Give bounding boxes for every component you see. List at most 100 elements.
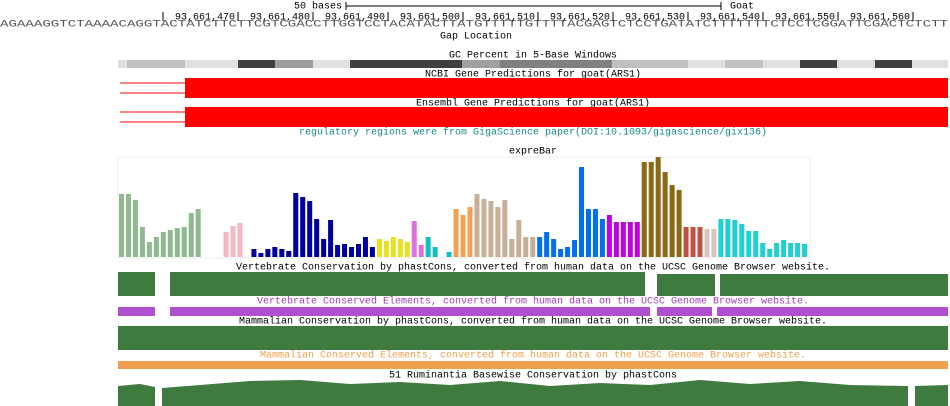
- gc-segment: [800, 60, 837, 68]
- expre-bar: [335, 245, 341, 257]
- ruler-label: 93,661,500: [400, 13, 460, 24]
- expre-bar: [572, 240, 578, 257]
- gc-segment: [500, 60, 612, 68]
- expre-bar: [732, 220, 738, 257]
- expre-bar: [481, 199, 487, 257]
- gene-track: [120, 78, 948, 98]
- expre-bar: [432, 247, 438, 257]
- expre-bar: [544, 232, 550, 257]
- exon: [185, 88, 948, 98]
- expre-bar: [342, 244, 348, 257]
- ruler-label: 93,661,480: [250, 13, 310, 24]
- gc-segment: [127, 60, 185, 68]
- expre-bar: [516, 220, 522, 257]
- expre-bar: [648, 162, 654, 257]
- ruler-label: 93,661,490: [325, 13, 385, 24]
- expre-bar: [474, 194, 480, 257]
- expre-bar: [565, 247, 571, 257]
- ruler-label: 93,661,540: [700, 13, 760, 24]
- expre-bar: [390, 237, 396, 257]
- expre-bar: [411, 221, 417, 257]
- expre-bar: [139, 227, 145, 257]
- track-title: expreBar: [509, 147, 557, 158]
- expre-bar: [739, 224, 745, 257]
- expre-bar: [537, 237, 543, 257]
- exon: [185, 107, 948, 117]
- expre-bar: [697, 227, 703, 257]
- expre-bar: [620, 222, 626, 257]
- expre-bar: [634, 222, 640, 257]
- expre-bar: [251, 249, 257, 257]
- expre-bar: [774, 243, 780, 257]
- gc-segment: [725, 60, 763, 68]
- expre-bar: [418, 245, 424, 257]
- expre-bar: [328, 220, 334, 257]
- expre-bar: [711, 229, 717, 257]
- gc-track: [118, 60, 948, 68]
- elements-track: [118, 307, 948, 316]
- ruler-label: 93,661,550: [775, 13, 835, 24]
- expre-bar: [425, 237, 431, 257]
- track-title: Ensembl Gene Predictions for goat(ARS1): [416, 98, 650, 110]
- expre-bar: [265, 249, 271, 257]
- expre-bar: [690, 227, 696, 257]
- expre-bar: [746, 231, 752, 257]
- expre-bar: [181, 227, 187, 257]
- ruler-label: 93,661,510: [475, 13, 535, 24]
- expre-bar: [676, 190, 682, 257]
- expre-bar: [300, 197, 306, 257]
- exon: [185, 117, 948, 127]
- expre-bar: [788, 243, 794, 257]
- expre-bar: [293, 193, 299, 257]
- expre-bar: [558, 249, 564, 257]
- expre-bar: [718, 219, 724, 257]
- expre-bar: [314, 219, 320, 257]
- expre-bar: [795, 243, 801, 257]
- expre-bar: [627, 222, 633, 257]
- expre-bar: [174, 228, 180, 257]
- expre-bar: [502, 200, 508, 257]
- expre-bar: [606, 215, 612, 257]
- expre-bar: [195, 209, 201, 257]
- dna-sequence: AGAAAGGTCTAAAACAGGTACTATCTTCTTCGTCGACCTT…: [0, 20, 948, 31]
- expre-bar: [523, 237, 529, 257]
- expre-bar: [119, 194, 125, 257]
- gc-segment: [462, 60, 500, 68]
- scale-label: 50 bases: [294, 1, 342, 13]
- expre-bar: [383, 241, 389, 257]
- expre-bar: [509, 239, 515, 257]
- ruler-label: 93,661,560: [850, 13, 910, 24]
- expre-bar: [307, 201, 313, 257]
- expre-bar: [760, 243, 766, 257]
- gene-track: [120, 107, 948, 127]
- expre-bar: [767, 249, 773, 257]
- expre-bar: [160, 232, 166, 257]
- expre-bar: [725, 219, 731, 257]
- expre-bar: [579, 167, 585, 257]
- conservation-track: [118, 272, 948, 296]
- expre-bar: [167, 230, 173, 257]
- expre-bar: [132, 200, 138, 257]
- expre-bar: [321, 239, 327, 257]
- expre-bar: [669, 185, 675, 257]
- expre-bar: [551, 239, 557, 257]
- expre-bar: [230, 226, 236, 257]
- expre-bar: [585, 209, 591, 257]
- expre-bar: [460, 215, 466, 257]
- expre-bar: [146, 242, 152, 257]
- gc-segment: [350, 60, 462, 68]
- expre-bar: [655, 157, 661, 257]
- conservation-area: [118, 326, 948, 350]
- element: [170, 307, 650, 316]
- expre-bar: [599, 219, 605, 257]
- exon: [185, 78, 948, 88]
- track-title: Gap Location: [440, 31, 512, 43]
- expre-bar: [258, 253, 264, 257]
- expre-bar: [404, 242, 410, 257]
- expre-bar: [753, 231, 759, 257]
- expre-bar: [641, 162, 647, 257]
- track-title: Mammalian Conservation by phastCons, con…: [239, 316, 827, 328]
- expre-bar: [355, 244, 361, 257]
- expre-bar: [369, 247, 375, 257]
- ruler-label: 93,661,470: [175, 13, 235, 24]
